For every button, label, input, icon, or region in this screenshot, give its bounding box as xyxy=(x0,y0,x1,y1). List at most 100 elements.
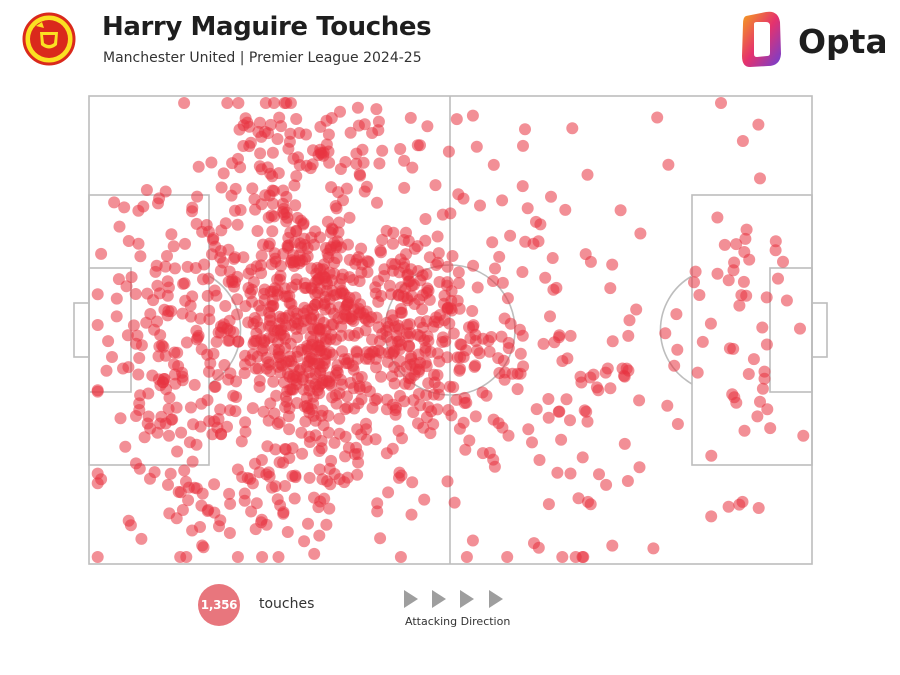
touch-point xyxy=(215,224,228,237)
touch-point xyxy=(754,172,766,185)
touch-point xyxy=(196,539,209,552)
touch-point xyxy=(182,494,195,507)
touch-point xyxy=(186,455,199,468)
touch-point xyxy=(194,312,207,325)
touch-point xyxy=(556,551,569,563)
touch-point xyxy=(736,135,749,147)
touch-point xyxy=(278,290,291,303)
touch-point xyxy=(207,347,220,360)
touch-point xyxy=(208,478,221,491)
touch-point xyxy=(422,377,435,390)
touch-point xyxy=(502,336,515,349)
touch-point xyxy=(431,403,444,416)
touch-point xyxy=(320,518,333,531)
touch-point xyxy=(544,310,556,323)
touch-point xyxy=(238,487,251,500)
touch-point xyxy=(210,289,223,302)
touch-point xyxy=(482,334,495,347)
touch-point xyxy=(167,240,180,253)
touch-point xyxy=(306,334,319,347)
touch-point xyxy=(358,185,371,198)
touch-point xyxy=(593,468,605,481)
touch-point xyxy=(159,260,172,273)
touch-point xyxy=(125,271,138,284)
touch-point xyxy=(137,200,150,213)
touch-point xyxy=(489,262,501,275)
touch-point xyxy=(239,425,252,438)
touch-point xyxy=(350,441,363,454)
touch-point xyxy=(576,551,589,563)
touch-point xyxy=(249,457,261,470)
touch-point xyxy=(202,272,215,285)
touch-point xyxy=(584,371,597,384)
touch-point xyxy=(398,154,411,167)
touch-point xyxy=(582,495,594,508)
touch-point xyxy=(372,295,385,308)
touch-point xyxy=(420,268,433,281)
touch-point xyxy=(754,395,766,408)
touch-point xyxy=(747,353,760,366)
touch-point xyxy=(122,235,135,247)
touch-point xyxy=(148,323,161,336)
touch-point xyxy=(705,449,718,462)
touch-point xyxy=(158,303,171,316)
touch-point xyxy=(226,157,239,170)
touch-point xyxy=(407,406,420,419)
direction-arrow-icon xyxy=(432,590,446,608)
touch-point xyxy=(443,380,456,393)
touch-point xyxy=(298,239,311,251)
touch-point xyxy=(733,299,746,312)
touch-point xyxy=(283,135,296,148)
touch-point xyxy=(288,179,301,192)
direction-arrow-icon xyxy=(404,590,418,608)
touch-point xyxy=(135,532,148,545)
touch-point xyxy=(546,252,559,264)
touch-count-label: touches xyxy=(259,596,315,612)
touch-point xyxy=(375,370,387,383)
page-title: Harry Maguire Touches xyxy=(102,12,432,42)
touch-point xyxy=(231,218,244,231)
touch-point xyxy=(114,412,127,425)
direction-arrow-icon xyxy=(489,590,503,608)
touch-point xyxy=(581,415,594,428)
touch-point xyxy=(302,517,314,530)
touch-point xyxy=(255,267,268,280)
attacking-direction-label: Attacking Direction xyxy=(405,615,511,628)
touch-point xyxy=(168,358,180,371)
touch-point xyxy=(416,303,429,316)
touch-point xyxy=(547,283,560,296)
touch-point xyxy=(246,295,258,308)
touch-point xyxy=(295,343,308,356)
touch-point xyxy=(350,147,363,160)
touch-point xyxy=(120,280,133,293)
touch-point xyxy=(516,266,529,278)
touch-point xyxy=(335,329,348,342)
touch-point xyxy=(355,393,368,406)
touch-point xyxy=(323,502,336,515)
touch-point xyxy=(621,475,634,487)
touch-point xyxy=(606,539,619,552)
touch-point xyxy=(393,471,405,484)
touch-point xyxy=(623,314,636,327)
touch-point xyxy=(370,361,383,374)
touch-point xyxy=(129,288,142,300)
touch-point xyxy=(142,387,155,400)
touch-point xyxy=(276,312,289,325)
touch-point xyxy=(452,266,465,279)
touch-point xyxy=(661,399,674,412)
touch-point xyxy=(388,345,401,357)
touch-point xyxy=(290,170,303,183)
touch-point xyxy=(772,272,784,285)
touch-point xyxy=(132,237,145,250)
touch-point xyxy=(486,236,499,249)
touch-point xyxy=(124,519,137,532)
touch-point xyxy=(670,308,683,321)
touch-point xyxy=(398,395,411,408)
touch-point xyxy=(634,227,647,240)
left-goal xyxy=(73,302,90,358)
touch-point xyxy=(336,268,349,281)
touch-point xyxy=(333,412,346,425)
touch-point xyxy=(231,551,244,563)
touch-point xyxy=(418,493,431,506)
touch-point xyxy=(633,461,646,474)
